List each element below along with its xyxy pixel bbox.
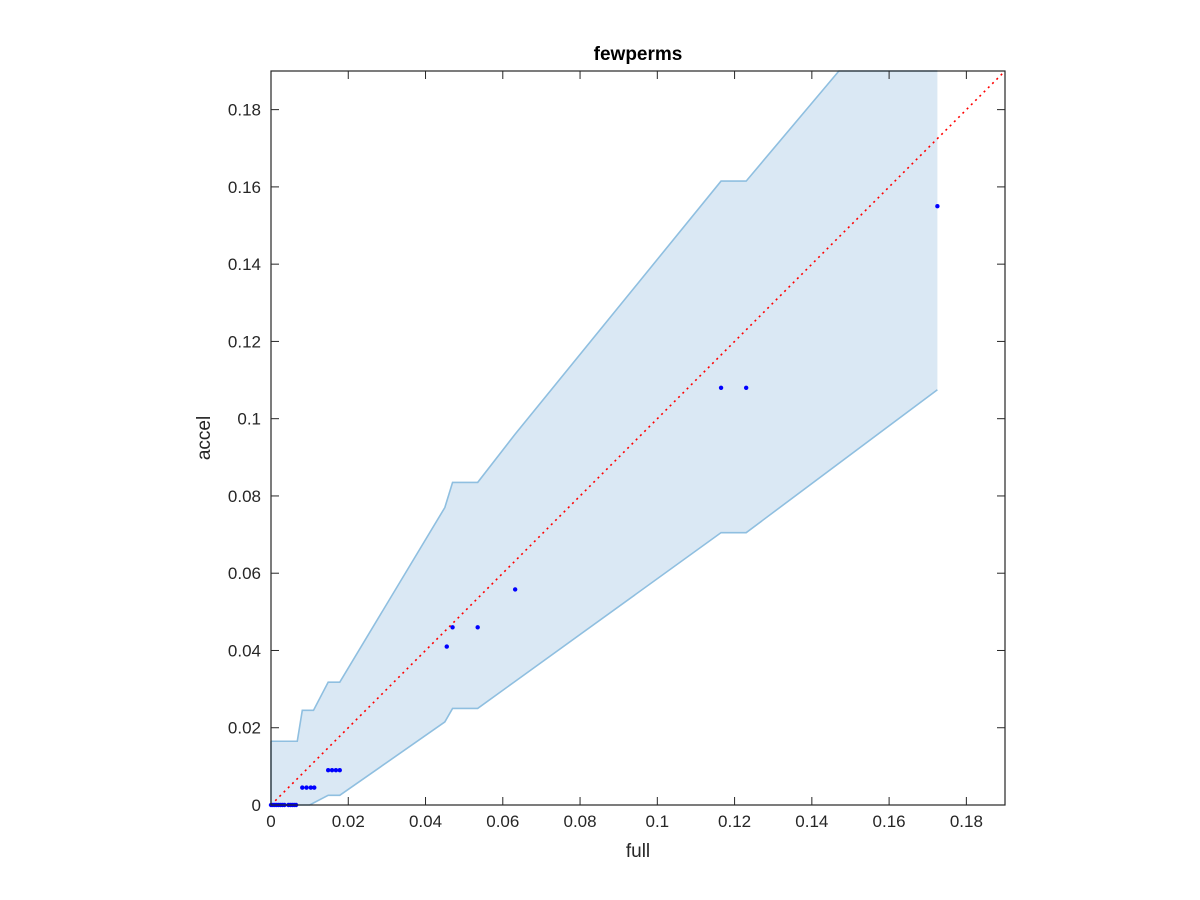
- data-point: [304, 785, 309, 790]
- data-point: [444, 644, 449, 649]
- x-axis-ticks: 0 0.02 0.04 0.06 0.08 0.1 0.12 0.14 0.16 0.18: [266, 71, 983, 831]
- y-tick-label: 0.14: [228, 255, 261, 274]
- band-fill: [271, 71, 938, 805]
- data-point: [312, 785, 317, 790]
- data-point: [337, 768, 342, 773]
- data-point: [450, 625, 455, 630]
- y-tick-label: 0: [252, 796, 261, 815]
- y-axis-label: accel: [194, 416, 215, 460]
- x-tick-label: 0.12: [718, 812, 751, 831]
- x-tick-label: 0.16: [873, 812, 906, 831]
- x-tick-label: 0.06: [486, 812, 519, 831]
- y-tick-label: 0.04: [228, 641, 261, 660]
- y-tick-label: 0.16: [228, 178, 261, 197]
- axes-box: [270, 70, 1006, 806]
- data-point: [333, 768, 339, 773]
- x-axis-label: full: [626, 841, 650, 862]
- y-axis-ticks: 0 0.02 0.04 0.06 0.08 0.1 0.12 0.14 0.16 0.18: [228, 101, 1005, 815]
- band-upper-edge: [271, 70, 938, 743]
- data-point: [329, 768, 335, 773]
- x-tick-label: 0.18: [950, 812, 983, 831]
- data-point: [308, 785, 313, 790]
- y-tick-label: 0.18: [228, 101, 261, 120]
- data-point: [743, 385, 749, 390]
- x-tick-label: 0.1: [645, 812, 669, 831]
- identity-reference-line: [270, 70, 1006, 806]
- data-point: [512, 587, 518, 592]
- data-point: [935, 204, 940, 209]
- x-tick-label: 0: [266, 812, 275, 831]
- y-tick-label: 0.06: [228, 564, 261, 583]
- x-tick-label: 0.14: [795, 812, 828, 831]
- y-tick-label: 0.08: [228, 487, 261, 506]
- y-tick-label: 0.12: [228, 332, 261, 351]
- data-point: [475, 625, 480, 630]
- data-point: [718, 385, 724, 390]
- band-lower-edge: [271, 389, 938, 806]
- x-tick-label: 0.08: [564, 812, 597, 831]
- data-point: [300, 785, 305, 790]
- y-tick-label: 0.1: [237, 410, 261, 429]
- confidence-band: [270, 70, 938, 806]
- data-point: [325, 768, 331, 773]
- x-tick-label: 0.02: [332, 812, 365, 831]
- y-tick-label: 0.02: [228, 719, 261, 738]
- x-tick-label: 0.04: [409, 812, 442, 831]
- chart-title: fewperms: [594, 44, 683, 65]
